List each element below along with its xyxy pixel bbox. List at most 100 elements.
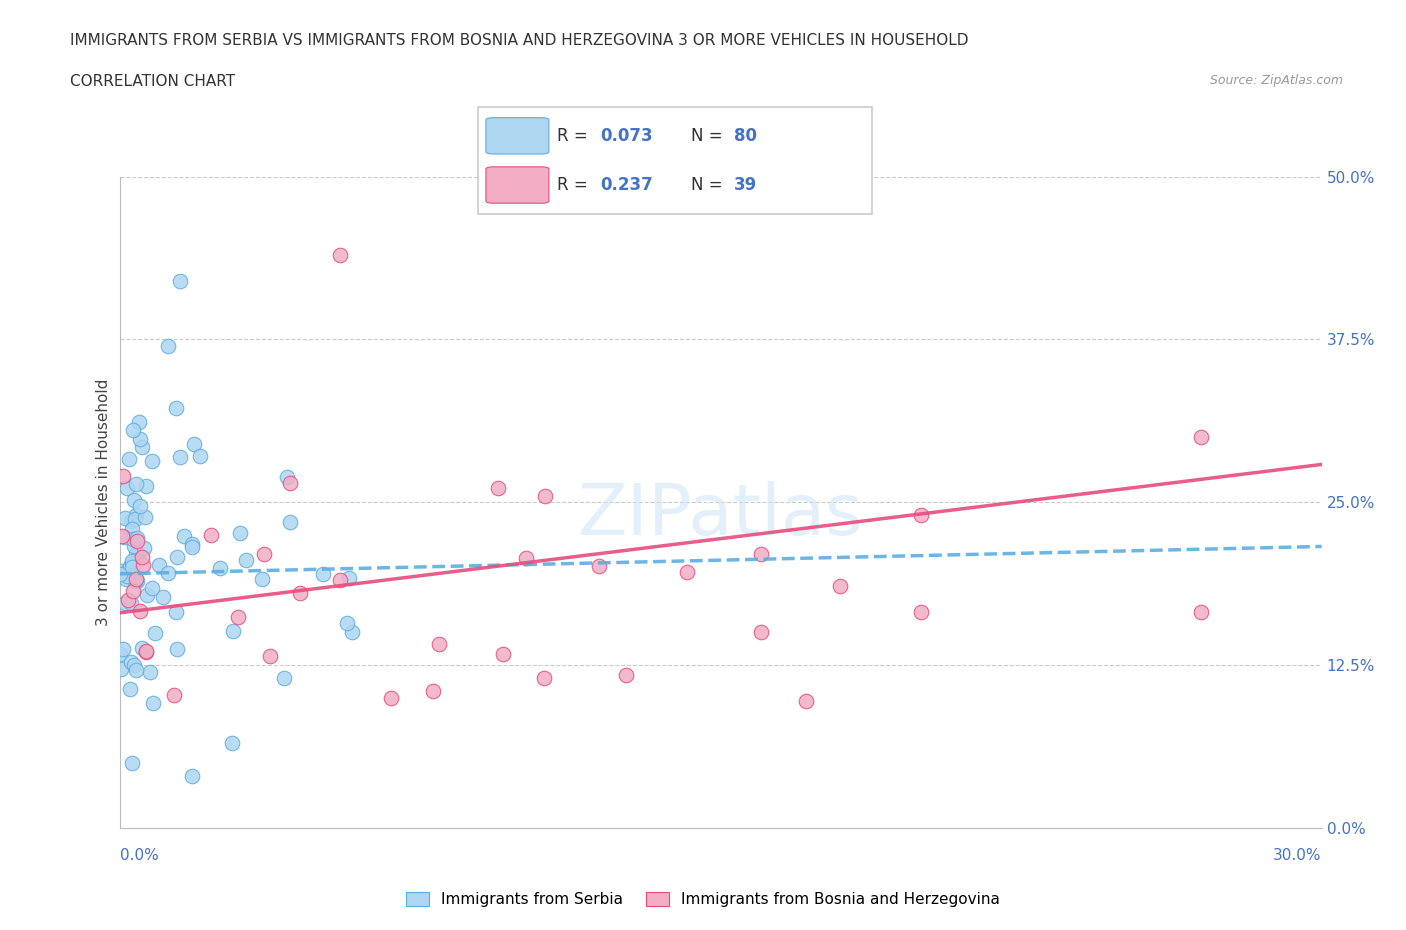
Point <box>253 546 276 561</box>
Point <box>221 736 243 751</box>
Point <box>329 573 352 588</box>
Point <box>312 566 335 581</box>
Text: 30.0%: 30.0% <box>1274 848 1322 863</box>
Point <box>120 682 142 697</box>
Point <box>125 508 148 523</box>
Point <box>141 581 163 596</box>
Point <box>117 568 139 583</box>
Point <box>749 547 772 562</box>
Point <box>124 662 146 677</box>
Point <box>156 339 179 353</box>
Text: ZIPatlas: ZIPatlas <box>578 481 863 550</box>
Point <box>173 529 195 544</box>
Text: IMMIGRANTS FROM SERBIA VS IMMIGRANTS FROM BOSNIA AND HERZEGOVINA 3 OR MORE VEHIC: IMMIGRANTS FROM SERBIA VS IMMIGRANTS FRO… <box>70 33 969 47</box>
Point <box>139 664 162 679</box>
Point <box>165 604 187 619</box>
Point <box>280 475 302 490</box>
Text: CORRELATION CHART: CORRELATION CHART <box>70 74 235 89</box>
Point <box>166 401 188 416</box>
Point <box>169 449 191 464</box>
Point <box>492 647 515 662</box>
Text: 0.073: 0.073 <box>600 126 652 145</box>
Point <box>121 522 143 537</box>
Point <box>794 694 817 709</box>
Point <box>122 538 145 553</box>
Point <box>180 537 202 551</box>
Point <box>131 439 153 454</box>
Point <box>910 508 932 523</box>
Point <box>108 646 131 661</box>
Point <box>125 547 148 562</box>
Point <box>124 572 146 587</box>
Point <box>121 553 143 568</box>
Point <box>121 559 143 574</box>
Point <box>115 481 138 496</box>
Point <box>169 273 191 288</box>
Point <box>1189 430 1212 445</box>
Point <box>250 572 273 587</box>
Point <box>380 691 402 706</box>
Point <box>122 531 145 546</box>
Text: 39: 39 <box>734 176 758 194</box>
Point <box>129 604 152 618</box>
Point <box>141 453 163 468</box>
Point <box>125 477 148 492</box>
Point <box>910 604 932 619</box>
Point <box>616 668 638 683</box>
Point <box>676 565 699 579</box>
Point <box>128 415 150 430</box>
Point <box>337 571 360 586</box>
Point <box>132 558 155 573</box>
Point <box>288 586 311 601</box>
Point <box>125 534 148 549</box>
Point <box>226 610 249 625</box>
Point <box>148 558 170 573</box>
Point <box>114 572 136 587</box>
Point <box>110 661 132 676</box>
Point <box>142 696 165 711</box>
Point <box>111 528 134 543</box>
Text: 0.237: 0.237 <box>600 176 652 194</box>
Text: N =: N = <box>690 126 727 145</box>
Point <box>121 583 143 598</box>
Point <box>533 671 555 685</box>
Point <box>228 525 252 540</box>
Y-axis label: 3 or more Vehicles in Household: 3 or more Vehicles in Household <box>96 379 111 626</box>
Point <box>828 578 851 593</box>
Point <box>200 528 222 543</box>
Point <box>124 512 146 527</box>
Point <box>117 563 139 578</box>
Point <box>127 547 149 562</box>
Point <box>183 436 205 451</box>
Point <box>422 684 444 698</box>
Point <box>188 449 211 464</box>
Point <box>222 624 245 639</box>
FancyBboxPatch shape <box>486 118 548 154</box>
Point <box>235 553 257 568</box>
Point <box>135 479 157 494</box>
FancyBboxPatch shape <box>486 166 548 204</box>
Point <box>111 469 134 484</box>
Point <box>131 640 153 655</box>
Legend: Immigrants from Serbia, Immigrants from Bosnia and Herzegovina: Immigrants from Serbia, Immigrants from … <box>399 885 1007 913</box>
Point <box>134 510 156 525</box>
Point <box>336 616 359 631</box>
Text: Source: ZipAtlas.com: Source: ZipAtlas.com <box>1209 74 1343 87</box>
Point <box>180 539 202 554</box>
Point <box>129 432 152 446</box>
Text: N =: N = <box>690 176 727 194</box>
Point <box>121 755 143 770</box>
Point <box>143 625 166 640</box>
Point <box>533 489 555 504</box>
Point <box>1189 604 1212 619</box>
Point <box>427 637 450 652</box>
Point <box>588 558 610 573</box>
Point <box>132 540 155 555</box>
Point <box>127 573 149 588</box>
Point <box>486 480 509 495</box>
Point <box>276 469 298 484</box>
Point <box>340 625 363 640</box>
Point <box>114 511 136 525</box>
Point <box>121 555 143 570</box>
Point <box>166 642 188 657</box>
